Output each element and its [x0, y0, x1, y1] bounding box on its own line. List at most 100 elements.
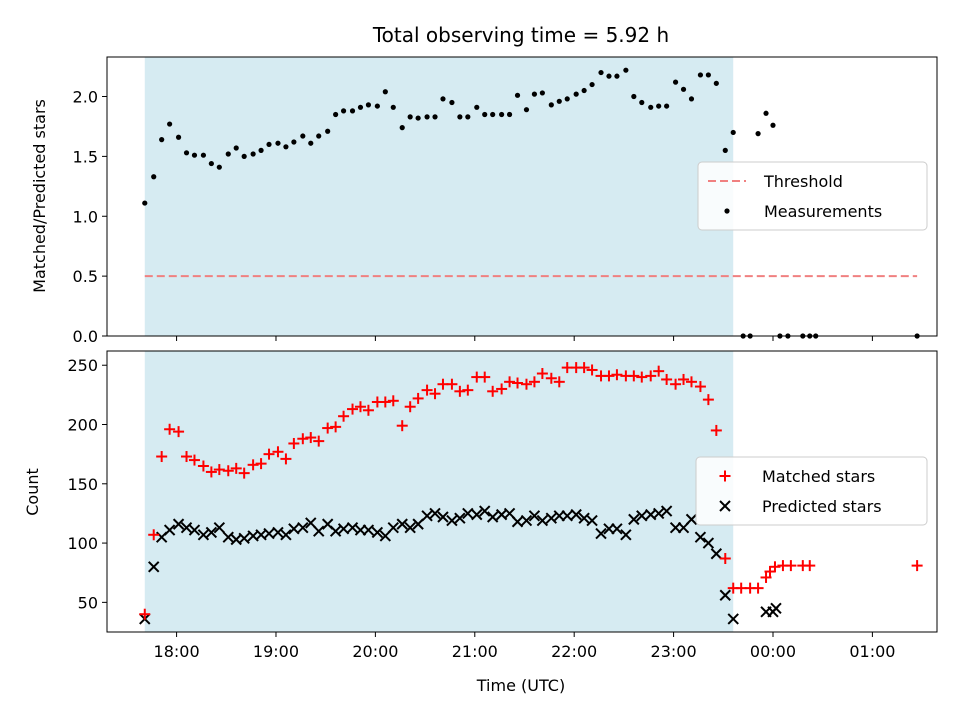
matched-star-point: [678, 373, 690, 385]
matched-star-point: [911, 560, 923, 572]
predicted-star-stroke: [620, 529, 632, 541]
predicted-star-stroke: [660, 505, 673, 517]
measurement-point: [191, 152, 198, 158]
measurement-point: [266, 141, 272, 148]
bottom-y-tick-label: 100: [67, 534, 98, 553]
bottom-panel: 50 100 150 200 250 18:00 19:00 20:00 21:00 22:00…: [23, 350, 938, 695]
bottom-x-tick-label: 00:00: [750, 642, 796, 661]
predicted-star-stroke: [454, 512, 466, 524]
matched-star-point: [139, 608, 151, 620]
predicted-star-point: [586, 514, 598, 527]
predicted-star-stroke: [263, 527, 275, 540]
predicted-star-point: [437, 511, 449, 523]
predicted-star-stroke: [213, 521, 226, 534]
predicted-star-stroke: [230, 533, 242, 546]
predicted-star-point: [694, 531, 707, 543]
matched-star-point: [694, 381, 706, 393]
measurement-point: [457, 114, 463, 120]
measurement-point: [151, 174, 157, 180]
top-axes-frame: [106, 56, 938, 337]
predicted-star-stroke: [247, 530, 259, 542]
predicted-star-stroke: [446, 514, 458, 527]
predicted-star-point: [280, 529, 292, 541]
predicted-star-stroke: [371, 526, 384, 539]
matched-star-point: [487, 385, 499, 397]
matched-star-point: [578, 362, 590, 374]
measurement-point: [308, 140, 314, 146]
matched-star-point: [387, 395, 399, 407]
top-legend-label: Measurements: [764, 202, 882, 221]
measurement-point: [390, 104, 396, 110]
predicted-star-stroke: [578, 512, 590, 524]
predicted-star-point: [180, 521, 193, 534]
measurement-point: [424, 114, 430, 120]
matched-star-point: [288, 437, 300, 449]
matched-star-point: [272, 446, 284, 458]
predicted-star-stroke: [545, 512, 558, 524]
measurement-point: [556, 98, 562, 104]
measurement-point: [316, 133, 322, 139]
predicted-star-point: [429, 507, 441, 520]
predicted-star-stroke: [595, 527, 607, 540]
predicted-star-point: [685, 513, 698, 526]
matched-star-point: [586, 364, 598, 376]
bottom-y-ticks: 50 100 150 200 250: [67, 356, 107, 612]
bottom-y-tick-label: 250: [67, 356, 98, 375]
measurement-point: [672, 79, 679, 85]
matched-star-point: [496, 383, 508, 395]
measurement-point: [606, 73, 612, 79]
predicted-star-stroke: [645, 508, 657, 521]
matched-star-point: [404, 401, 416, 413]
measurement-point: [200, 152, 207, 158]
top-y-axis-label: Matched/Predicted stars: [30, 99, 49, 293]
matched-star-point: [247, 459, 259, 471]
predicted-star-stroke: [503, 507, 516, 520]
measurement-point: [225, 151, 231, 157]
matched-star-point: [702, 394, 714, 406]
predicted-star-stroke: [710, 548, 723, 560]
bottom-legend: Matched stars Predicted stars: [695, 456, 928, 526]
predicted-star-stroke: [495, 508, 508, 521]
predicted-star-stroke: [222, 531, 234, 543]
matched-star-point: [354, 401, 366, 413]
bottom-y-tick-label: 200: [67, 416, 98, 435]
measurement-point: [258, 147, 264, 153]
bottom-legend-label: Matched stars: [762, 467, 875, 486]
predicted-star-stroke: [197, 529, 210, 541]
predicted-star-stroke: [297, 521, 309, 534]
predicted-star-point: [238, 532, 250, 545]
measurement-point: [382, 89, 388, 95]
predicted-star-point: [479, 505, 491, 517]
top-legend-swatch: [724, 208, 730, 214]
matched-star-point: [446, 378, 458, 390]
matched-star-point: [197, 460, 209, 472]
predicted-star-stroke: [396, 518, 408, 530]
bottom-x-ticks: 18:00 19:00 20:00 21:00 22:00 23:00 00:00 01:00: [154, 632, 895, 661]
measurement-point: [499, 111, 505, 118]
predicted-star-point: [213, 521, 226, 534]
matched-star-point: [362, 404, 374, 416]
measurement-point: [440, 96, 446, 102]
measurement-point: [623, 67, 629, 73]
measurement-point: [300, 133, 306, 139]
predicted-star-point: [570, 508, 582, 521]
bottom-legend-swatch: [719, 500, 731, 512]
predicted-star-stroke: [313, 525, 325, 537]
top-observing-band: [144, 57, 734, 336]
predicted-star-point: [462, 507, 474, 520]
predicted-star-point: [652, 507, 665, 520]
matched-star-point: [636, 371, 648, 383]
matched-star-point: [545, 372, 557, 384]
matched-star-point: [173, 426, 185, 438]
matched-star-point: [760, 571, 772, 583]
predicted-star-stroke: [429, 507, 441, 520]
top-x-ticks: [176, 336, 873, 341]
predicted-star-point: [719, 589, 731, 601]
predicted-star-point: [421, 510, 433, 522]
matched-star-point: [313, 435, 325, 447]
predicted-star-stroke: [586, 514, 598, 527]
predicted-star-stroke: [337, 523, 350, 535]
predicted-star-stroke: [536, 514, 549, 527]
predicted-star-point: [727, 613, 739, 625]
bottom-x-tick-label: 23:00: [651, 642, 697, 661]
